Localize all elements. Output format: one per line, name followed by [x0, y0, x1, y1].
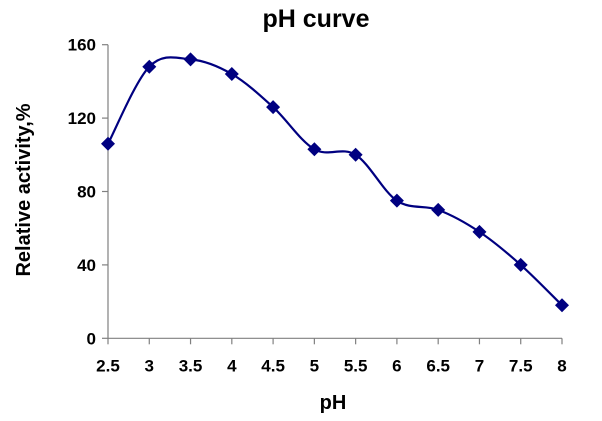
x-tick-label: 3: [145, 356, 154, 375]
x-tick-label: 3.5: [179, 356, 203, 375]
x-tick-label: 4.5: [261, 356, 285, 375]
y-axis-label: Relative activity,%: [13, 103, 35, 276]
data-point-marker: [555, 298, 569, 313]
y-tick-label: 120: [68, 109, 96, 128]
y-tick-label: 0: [87, 329, 96, 348]
data-point-marker: [431, 202, 446, 217]
x-axis-label: pH: [320, 392, 347, 414]
data-point-marker: [266, 100, 281, 115]
x-tick-label: 5.5: [344, 356, 368, 375]
x-tick-label: 6.5: [426, 356, 450, 375]
x-tick-label: 6: [392, 356, 401, 375]
data-point-marker: [307, 142, 322, 157]
data-point-marker: [472, 224, 487, 239]
x-tick-label: 7.5: [509, 356, 533, 375]
x-tick-label: 8: [557, 356, 566, 375]
x-tick-label: 7: [475, 356, 484, 375]
data-point-marker: [389, 193, 404, 208]
data-point-marker: [224, 67, 239, 82]
data-point-marker: [101, 136, 115, 151]
data-point-marker: [142, 59, 157, 74]
y-tick-label: 40: [77, 256, 96, 275]
data-point-marker: [183, 52, 198, 67]
x-tick-label: 2.5: [96, 356, 120, 375]
data-point-marker: [348, 147, 363, 162]
x-tick-label: 5: [310, 356, 319, 375]
x-tick-label: 4: [227, 356, 237, 375]
series-line: [107, 56, 563, 307]
y-tick-label: 80: [77, 183, 96, 202]
y-tick-label: 160: [68, 36, 96, 55]
data-point-marker: [513, 257, 528, 272]
chart-title: pH curve: [263, 5, 370, 33]
